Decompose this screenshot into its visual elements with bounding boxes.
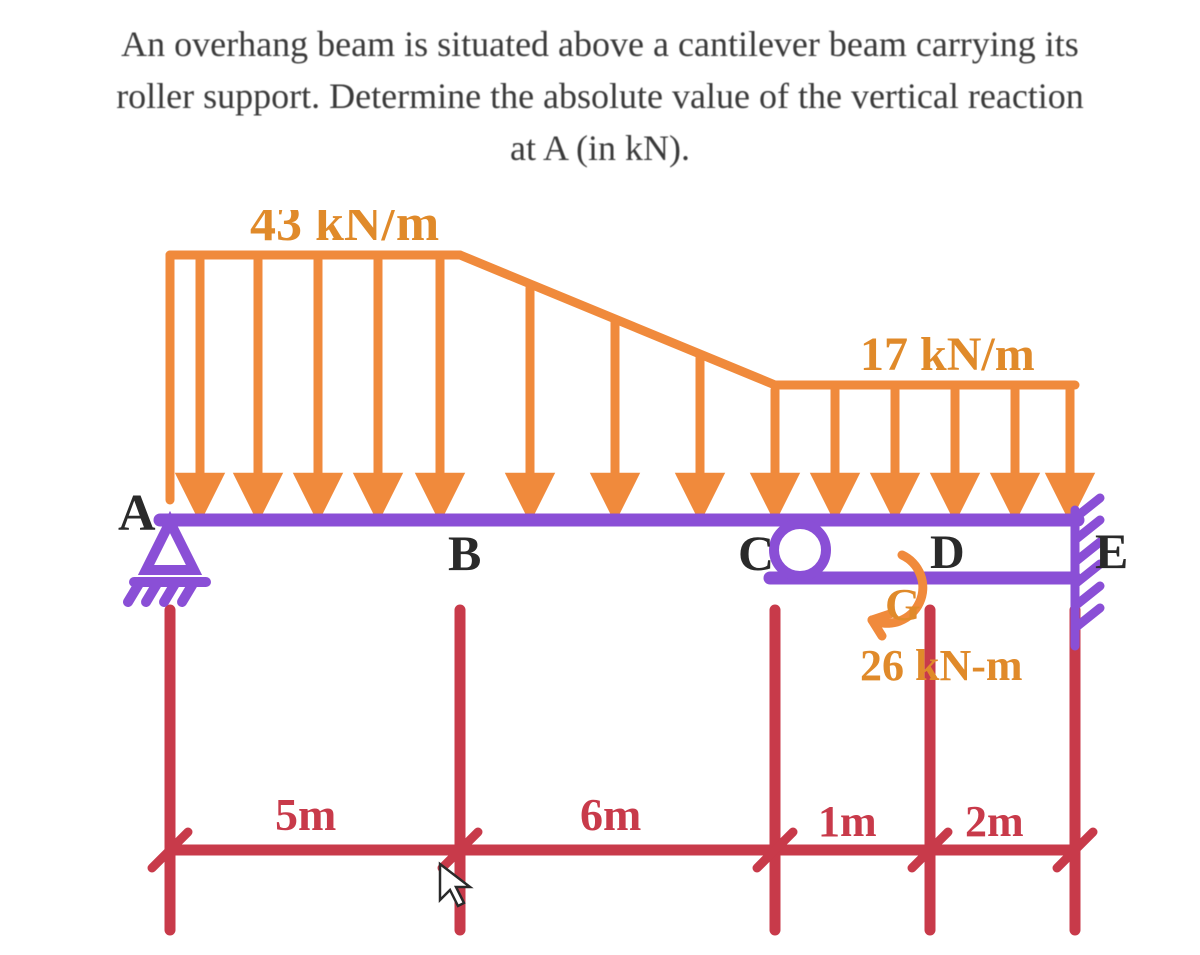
problem-line-2: roller support. Determine the absolute v… — [116, 76, 1084, 116]
point-g-label: G — [885, 579, 921, 630]
point-b-label: B — [448, 525, 481, 581]
dim-2m: 2m — [965, 797, 1024, 846]
beam-diagram: 43 kN/m 17 kN/m 26 kN-m G A B C D E 5m 6… — [0, 210, 1200, 955]
dim-5m: 5m — [275, 789, 336, 840]
problem-line-1: An overhang beam is situated above a can… — [121, 24, 1079, 64]
page-root: An overhang beam is situated above a can… — [0, 0, 1200, 955]
dim-1m: 1m — [818, 797, 877, 846]
point-c-label: C — [738, 525, 774, 581]
point-a-label: A — [118, 485, 156, 542]
load-label-17: 17 kN/m — [860, 328, 1035, 381]
problem-statement: An overhang beam is situated above a can… — [30, 18, 1170, 175]
problem-line-3: at A (in kN). — [510, 128, 690, 168]
roller-support-c — [774, 524, 826, 576]
dim-6m: 6m — [580, 789, 641, 840]
point-d-label: D — [930, 526, 965, 579]
point-e-label: E — [1095, 523, 1128, 579]
moment-label: 26 kN-m — [860, 641, 1023, 690]
load-label-43: 43 kN/m — [250, 210, 439, 252]
